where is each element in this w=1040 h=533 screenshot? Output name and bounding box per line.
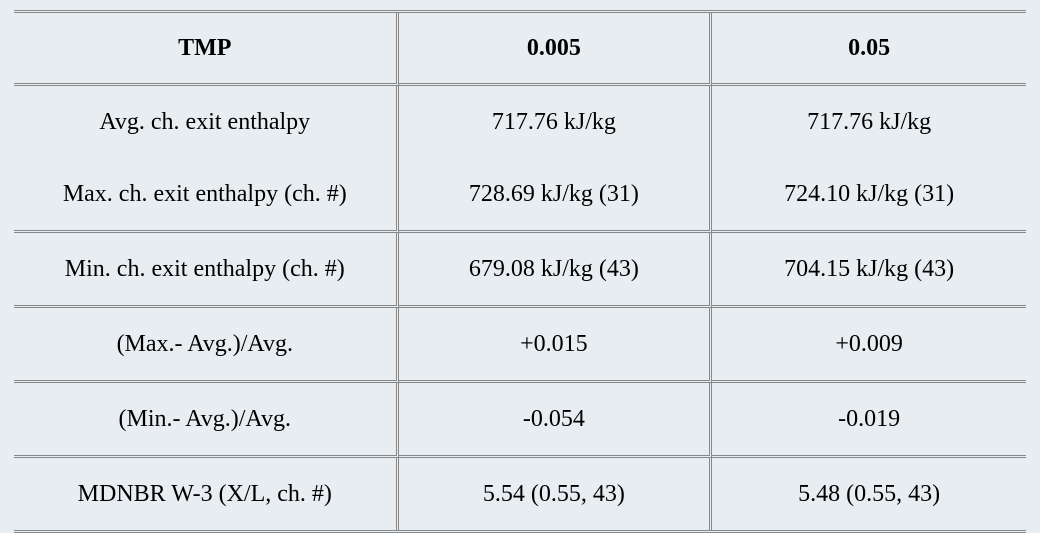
table-row: MDNBR W-3 (X/L, ch. #) 5.54 (0.55, 43) 5…: [14, 458, 1026, 530]
col-header-005: 0.05: [712, 13, 1026, 86]
cell: 704.15 kJ/kg (43): [712, 233, 1026, 308]
table-row: (Min.- Avg.)/Avg. -0.054 -0.019: [14, 383, 1026, 458]
cell: 717.76 kJ/kg: [712, 86, 1026, 158]
cell: 728.69 kJ/kg (31): [399, 158, 713, 233]
row-label: Min. ch. exit enthalpy (ch. #): [14, 233, 399, 308]
col-header-0005: 0.005: [399, 13, 713, 86]
cell: 717.76 kJ/kg: [399, 86, 713, 158]
table-row: Min. ch. exit enthalpy (ch. #) 679.08 kJ…: [14, 233, 1026, 308]
table-row: (Max.- Avg.)/Avg. +0.015 +0.009: [14, 308, 1026, 383]
cell: -0.054: [399, 383, 713, 458]
row-label: (Max.- Avg.)/Avg.: [14, 308, 399, 383]
cell: 679.08 kJ/kg (43): [399, 233, 713, 308]
row-label: (Min.- Avg.)/Avg.: [14, 383, 399, 458]
cell: +0.015: [399, 308, 713, 383]
row-label: Max. ch. exit enthalpy (ch. #): [14, 158, 399, 233]
col-header-tmp: TMP: [14, 13, 399, 86]
cell: -0.019: [712, 383, 1026, 458]
table-header-row: TMP 0.005 0.05: [14, 13, 1026, 86]
cell: 5.54 (0.55, 43): [399, 458, 713, 530]
cell: 5.48 (0.55, 43): [712, 458, 1026, 530]
table-container: TMP 0.005 0.05 Avg. ch. exit enthalpy 71…: [0, 0, 1040, 521]
cell: 724.10 kJ/kg (31): [712, 158, 1026, 233]
row-label: Avg. ch. exit enthalpy: [14, 86, 399, 158]
table-row: Max. ch. exit enthalpy (ch. #) 728.69 kJ…: [14, 158, 1026, 233]
row-label: MDNBR W-3 (X/L, ch. #): [14, 458, 399, 530]
enthalpy-table: TMP 0.005 0.05 Avg. ch. exit enthalpy 71…: [14, 10, 1026, 533]
cell: +0.009: [712, 308, 1026, 383]
table-row: Avg. ch. exit enthalpy 717.76 kJ/kg 717.…: [14, 86, 1026, 158]
